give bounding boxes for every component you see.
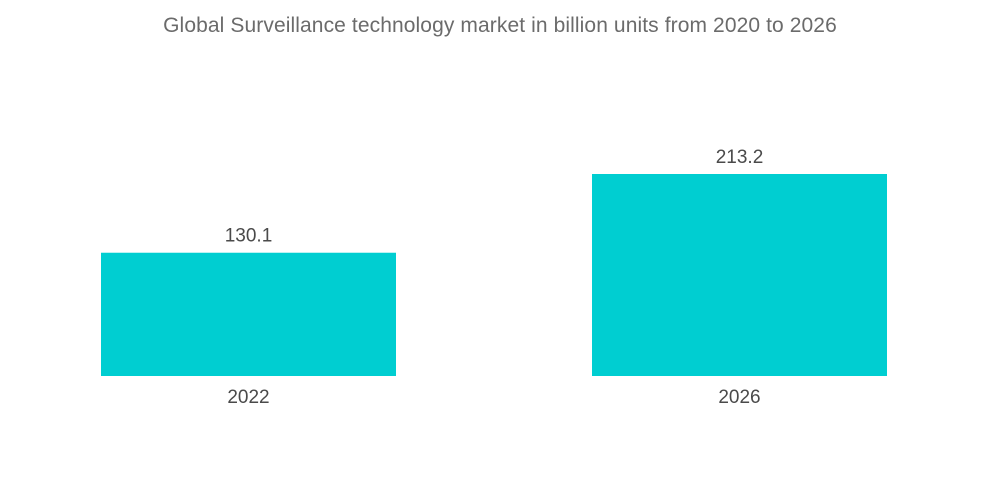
x-tick-label-2026: 2026 [718, 387, 760, 408]
data-label-2022: 130.1 [225, 226, 273, 247]
bar-2026 [592, 174, 887, 376]
x-tick-label-2022: 2022 [227, 387, 269, 408]
bar-2022 [101, 252, 396, 376]
data-label-2026: 213.2 [716, 147, 764, 168]
chart-title: Global Surveillance technology market in… [163, 14, 837, 37]
